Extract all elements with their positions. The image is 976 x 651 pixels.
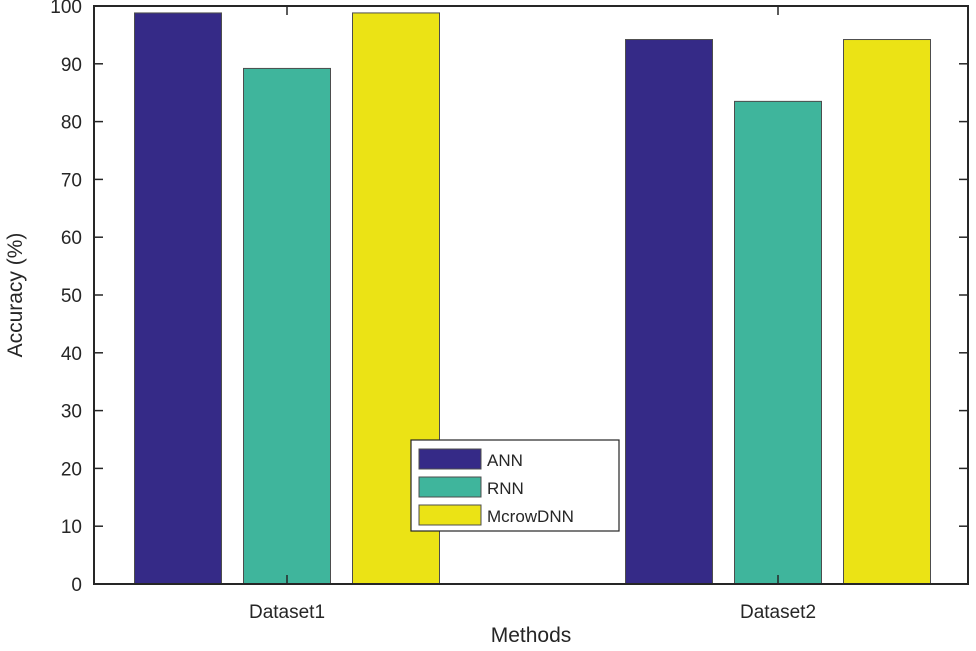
- y-tick-label: 50: [61, 286, 82, 307]
- y-tick-label: 90: [61, 55, 82, 76]
- legend-label-rnn: RNN: [487, 479, 524, 498]
- y-tick-label: 60: [61, 228, 82, 249]
- x-axis-ticks: Dataset1 Dataset2: [249, 6, 816, 623]
- y-axis-ticks: 0 10 20 30 40 50 60 70 80 90 100: [50, 0, 968, 596]
- bar-rnn-dataset2: [734, 100, 822, 585]
- y-tick-label: 10: [61, 517, 82, 538]
- legend-label-ann: ANN: [487, 451, 523, 470]
- y-tick-label: 0: [71, 575, 82, 596]
- bar-ann-dataset2: [625, 39, 713, 585]
- legend: ANN RNN McrowDNN: [410, 439, 620, 532]
- bar-mcrowdnn-dataset2: [843, 39, 931, 585]
- legend-swatch-mcrowdnn: [418, 504, 482, 526]
- x-category-label: Dataset1: [249, 602, 325, 623]
- legend-label-mcrowdnn: McrowDNN: [487, 507, 574, 526]
- bar-rnn-dataset1: [243, 67, 331, 585]
- y-tick-label: 40: [61, 344, 82, 365]
- legend-swatch-ann: [418, 448, 482, 470]
- bars-group: [134, 12, 931, 585]
- y-axis-title: Accuracy (%): [4, 233, 27, 358]
- y-tick-label: 30: [61, 402, 82, 423]
- y-tick-label: 80: [61, 113, 82, 134]
- x-axis-title: Methods: [491, 624, 572, 647]
- x-category-label: Dataset2: [740, 602, 816, 623]
- bar-ann-dataset1: [134, 12, 222, 585]
- y-tick-label: 20: [61, 459, 82, 480]
- y-tick-label: 100: [50, 0, 82, 18]
- legend-swatch-rnn: [418, 476, 482, 498]
- y-tick-label: 70: [61, 170, 82, 191]
